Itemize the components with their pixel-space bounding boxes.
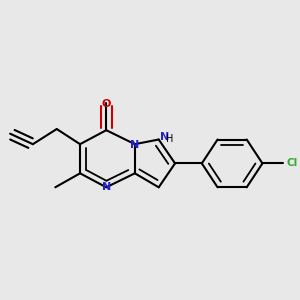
Text: N: N bbox=[130, 140, 140, 150]
Text: H: H bbox=[166, 134, 173, 144]
Text: Cl: Cl bbox=[287, 158, 298, 168]
Text: N: N bbox=[160, 132, 170, 142]
Text: N: N bbox=[102, 182, 111, 192]
Text: O: O bbox=[101, 99, 110, 109]
